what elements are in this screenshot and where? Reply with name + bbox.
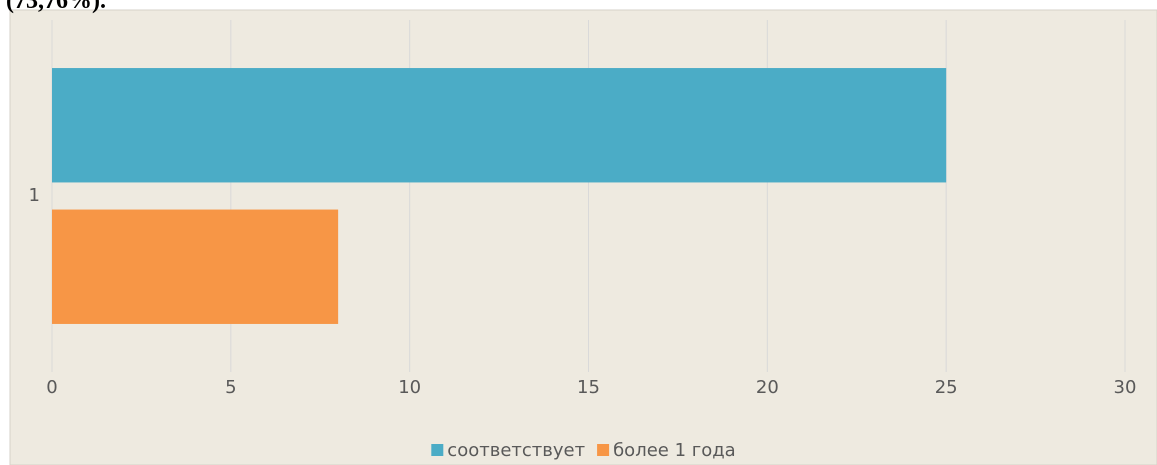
x-tick-label: 5 [225, 377, 236, 398]
x-tick-label: 30 [1114, 377, 1137, 398]
legend-marker [597, 444, 610, 456]
text-above: (73,76%). [6, 0, 106, 14]
x-tick-label: 25 [935, 377, 958, 398]
y-tick-label: 1 [29, 185, 40, 206]
bar [52, 209, 339, 324]
x-tick-label: 15 [577, 377, 600, 398]
legend-marker [431, 444, 444, 456]
bar [52, 68, 947, 183]
x-tick-label: 0 [46, 377, 57, 398]
x-tick-label: 10 [398, 377, 421, 398]
x-tick-label: 20 [756, 377, 779, 398]
legend-label: более 1 года [613, 440, 736, 461]
legend-label: соответствует [447, 440, 585, 461]
